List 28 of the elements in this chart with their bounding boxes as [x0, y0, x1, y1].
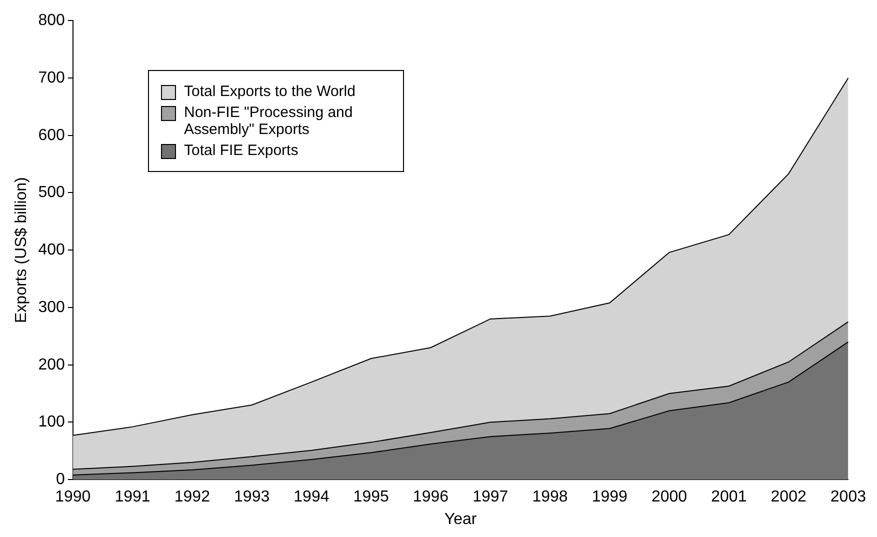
x-tick-label: 2000: [651, 488, 688, 506]
x-tick-label: 1997: [472, 488, 508, 506]
y-tick-label: 100: [38, 414, 65, 431]
x-tick-label: 2002: [770, 488, 806, 506]
x-tick-label: 1996: [412, 488, 449, 506]
y-tick-label: 800: [38, 12, 65, 30]
x-tick-label: 1995: [353, 488, 389, 506]
y-tick-label: 700: [38, 69, 65, 86]
y-tick-label: 300: [38, 298, 65, 316]
y-tick-label: 400: [38, 242, 65, 259]
y-tick-label: 200: [38, 356, 65, 374]
x-tick-label: 1998: [532, 488, 568, 506]
x-tick-label: 1993: [234, 488, 270, 506]
legend-label: Total FIE Exports: [184, 142, 298, 159]
x-tick-label: 2001: [711, 488, 747, 506]
y-tick-label: 600: [38, 126, 65, 144]
x-tick-label: 1990: [55, 488, 91, 506]
x-axis-title: Year: [444, 510, 478, 528]
y-axis-title: Exports (US$ billion): [13, 177, 30, 324]
y-tick-label: 500: [38, 184, 65, 202]
y-tick-label: 0: [56, 471, 65, 488]
x-tick-label: 1994: [294, 488, 330, 506]
x-tick-label: 1992: [174, 488, 210, 506]
x-tick-label: 1999: [592, 488, 628, 506]
x-tick-label: 2003: [830, 488, 866, 506]
legend-label: Total Exports to the World: [184, 83, 356, 100]
legend-label: Non-FIE "Processing and Assembly" Exports: [184, 104, 354, 138]
x-tick-label: 1991: [114, 488, 150, 506]
